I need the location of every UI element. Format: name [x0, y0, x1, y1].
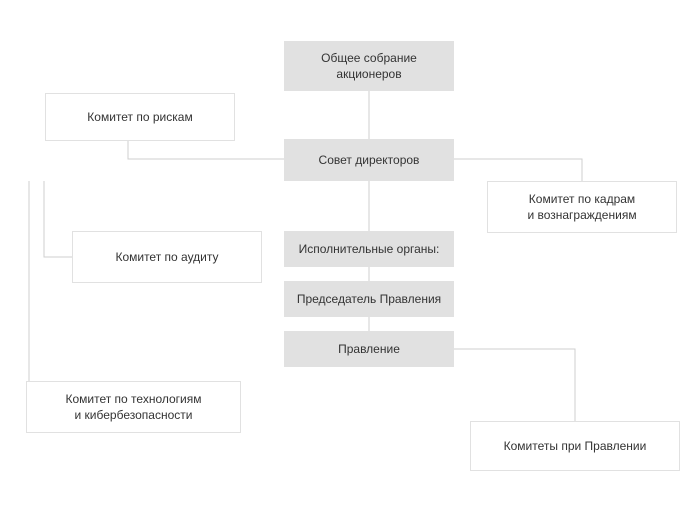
- node-audit-label: Комитет по аудиту: [115, 249, 218, 265]
- node-hr_comp-label: Комитет по кадрами вознаграждениям: [527, 191, 636, 223]
- node-risk: Комитет по рискам: [45, 93, 235, 141]
- node-audit: Комитет по аудиту: [72, 231, 262, 283]
- node-board-label: Совет директоров: [319, 152, 420, 168]
- node-hr_comp: Комитет по кадрами вознаграждениям: [487, 181, 677, 233]
- node-management: Правление: [284, 331, 454, 367]
- connector-4: [454, 159, 582, 181]
- connector-3: [44, 181, 72, 257]
- node-shareholders-label: Общее собраниеакционеров: [321, 50, 417, 82]
- connector-5: [29, 181, 44, 407]
- node-exec_bodies: Исполнительные органы:: [284, 231, 454, 267]
- connector-1: [128, 141, 284, 159]
- node-board: Совет директоров: [284, 139, 454, 181]
- node-chairman: Председатель Правления: [284, 281, 454, 317]
- node-mgmt_committees-label: Комитеты при Правлении: [504, 438, 647, 454]
- node-risk-label: Комитет по рискам: [87, 109, 192, 125]
- node-exec_bodies-label: Исполнительные органы:: [299, 241, 440, 257]
- node-tech_cyber: Комитет по технологиями кибербезопасност…: [26, 381, 241, 433]
- node-shareholders: Общее собраниеакционеров: [284, 41, 454, 91]
- connector-8: [454, 349, 575, 421]
- node-chairman-label: Председатель Правления: [297, 291, 441, 307]
- node-tech_cyber-label: Комитет по технологиями кибербезопасност…: [65, 391, 201, 423]
- node-management-label: Правление: [338, 341, 400, 357]
- node-mgmt_committees: Комитеты при Правлении: [470, 421, 680, 471]
